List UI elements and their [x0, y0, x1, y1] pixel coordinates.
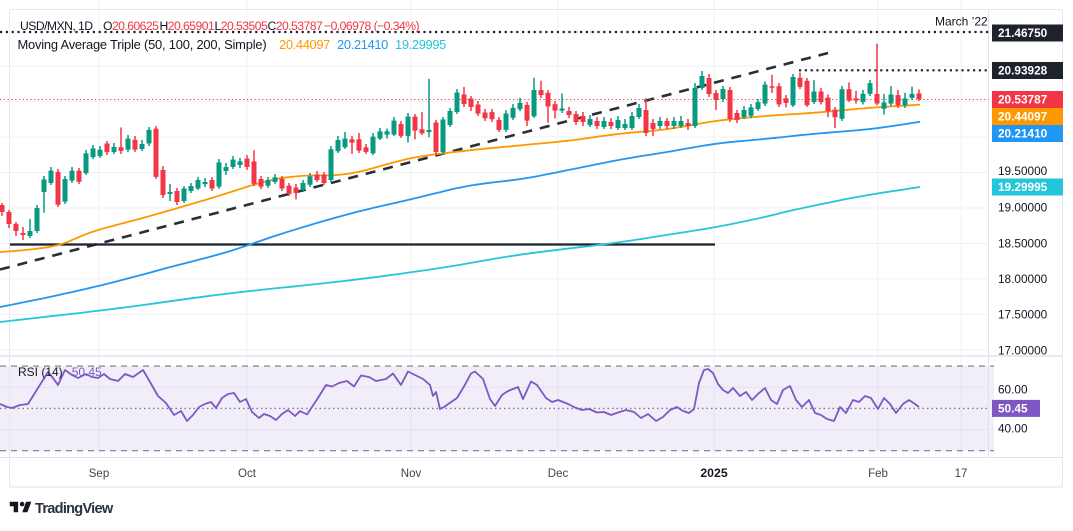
svg-text:20.53787: 20.53787: [998, 93, 1048, 107]
svg-text:2025: 2025: [700, 466, 728, 480]
svg-text:Oct: Oct: [238, 468, 257, 480]
svg-text:20.21410: 20.21410: [998, 127, 1048, 141]
svg-text:TradingView: TradingView: [35, 501, 114, 517]
svg-text:60.00: 60.00: [998, 383, 1028, 397]
svg-text:Nov: Nov: [401, 468, 422, 480]
svg-text:Sep: Sep: [89, 468, 109, 480]
svg-text:40.00: 40.00: [998, 422, 1028, 436]
svg-text:21.46750: 21.46750: [998, 26, 1048, 40]
svg-text:18.50000: 18.50000: [998, 237, 1048, 251]
svg-text:17.50000: 17.50000: [998, 308, 1048, 322]
svg-text:Feb: Feb: [868, 468, 888, 480]
svg-text:Dec: Dec: [548, 468, 569, 480]
svg-text:19.29995: 19.29995: [998, 180, 1048, 194]
svg-text:17: 17: [955, 468, 968, 480]
svg-text:Moving Average Triple (50, 100: Moving Average Triple (50, 100, 200, Sim…: [18, 37, 447, 52]
svg-text:20.44097: 20.44097: [998, 110, 1048, 124]
svg-text:20.93928: 20.93928: [998, 64, 1048, 78]
svg-text:RSI (14)50.45: RSI (14) 50.45: [18, 365, 102, 379]
svg-text:50.45: 50.45: [998, 402, 1028, 416]
svg-text:19.00000: 19.00000: [998, 201, 1048, 215]
svg-text:18.00000: 18.00000: [998, 272, 1048, 286]
svg-text:19.50000: 19.50000: [998, 164, 1048, 178]
svg-text:March ’22: March ’22: [935, 15, 988, 29]
svg-text:17.00000: 17.00000: [998, 344, 1048, 358]
